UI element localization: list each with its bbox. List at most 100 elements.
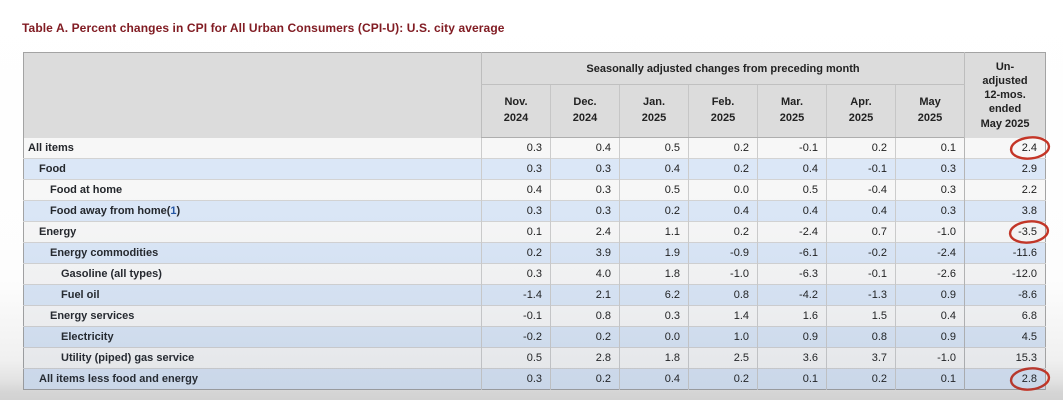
value-cell: 0.8: [688, 284, 758, 306]
unadjusted-value-cell: -3.5: [964, 220, 1049, 244]
value-cell: -0.1: [826, 158, 896, 180]
value-cell: 0.4: [688, 200, 758, 222]
unadjusted-value-cell: 4.5: [964, 326, 1046, 348]
unadjusted-value-cell: 2.9: [964, 158, 1046, 180]
value-cell: -0.9: [688, 242, 758, 264]
value-cell: -6.1: [757, 242, 827, 264]
value-cell: -0.4: [826, 179, 896, 201]
column-header-feb-2025: Feb. 2025: [688, 84, 758, 138]
cpi-table: Seasonally adjusted changes from precedi…: [23, 52, 1051, 391]
table-row: Energy services -0.1 0.8 0.3 1.4 1.6 1.5 0.4 6.8: [23, 305, 1046, 327]
value-cell: 0.4: [550, 137, 620, 159]
value-cell: 2.1: [550, 284, 620, 306]
table-body: All items 0.3 0.4 0.5 0.2 -0.1 0.2 0.1 2.4 Food 0.…: [23, 135, 1051, 391]
row-label: Utility (piped) gas service: [23, 347, 482, 369]
unadjusted-value-cell: 6.8: [964, 305, 1046, 327]
row-stub-header: [23, 52, 482, 138]
row-label: Food at home: [23, 179, 482, 201]
value-cell: -0.1: [826, 263, 896, 285]
value-cell: 0.4: [619, 158, 689, 180]
value-cell: 1.8: [619, 263, 689, 285]
red-circle-annotation: [1010, 367, 1051, 391]
table-row: Food 0.3 0.3 0.4 0.2 0.4 -0.1 0.3 2.9: [23, 158, 1046, 180]
value-cell: 4.0: [550, 263, 620, 285]
table-row: Fuel oil -1.4 2.1 6.2 0.8 -4.2 -1.3 0.9 -8.6: [23, 284, 1046, 306]
table-row: Gasoline (all types) 0.3 4.0 1.8 -1.0 -6.3 -0.…: [23, 263, 1046, 285]
value-cell: 0.0: [619, 326, 689, 348]
value-cell: 0.3: [894, 200, 965, 222]
column-header-apr-2025: Apr. 2025: [826, 84, 896, 138]
value-cell: 3.6: [757, 347, 827, 369]
table-row: Energy 0.1 2.4 1.1 0.2 -2.4 0.7 -1.0 -3.5: [23, 220, 1049, 244]
value-cell: 0.2: [481, 242, 551, 264]
value-cell: 0.5: [619, 137, 689, 159]
value-cell: -0.2: [826, 242, 896, 264]
value-cell: 0.4: [481, 179, 551, 201]
unadjusted-value-cell: 3.8: [964, 200, 1046, 222]
value-cell: -2.4: [757, 221, 827, 243]
column-header-may-2025: May 2025: [894, 84, 965, 138]
value-cell: 6.2: [619, 284, 689, 306]
value-cell: 0.9: [757, 326, 827, 348]
value-cell: -1.0: [688, 263, 758, 285]
value-cell: 0.4: [619, 368, 689, 390]
value-cell: 2.8: [550, 347, 620, 369]
column-header-dec-2024: Dec. 2024: [550, 84, 620, 138]
footnote-link[interactable]: 1: [170, 205, 177, 217]
value-cell: 0.8: [826, 326, 896, 348]
table-row: Food away from home(1) 0.3 0.3 0.2 0.4 0.4 0.4…: [23, 200, 1046, 222]
value-cell: 0.1: [894, 368, 965, 390]
value-cell: -2.6: [894, 263, 965, 285]
value-cell: 1.8: [619, 347, 689, 369]
value-cell: 3.9: [550, 242, 620, 264]
row-label: Food away from home(1): [23, 200, 482, 222]
value-cell: -6.3: [757, 263, 827, 285]
table-row: Food at home 0.4 0.3 0.5 0.0 0.5 -0.4 0.3 2.2: [23, 179, 1046, 201]
unadjusted-value-cell: 15.3: [964, 347, 1046, 369]
table-row: Energy commodities 0.2 3.9 1.9 -0.9 -6.1 -0.2-…: [23, 242, 1046, 264]
value-cell: -1.4: [481, 284, 551, 306]
row-label: All items: [28, 141, 74, 154]
table-row: All items 0.3 0.4 0.5 0.2 -0.1 0.2 0.1 2.4: [23, 135, 1051, 160]
value-cell: 0.1: [894, 137, 965, 159]
value-cell: 0.2: [619, 200, 689, 222]
table-header: Seasonally adjusted changes from precedi…: [23, 52, 1046, 138]
unadjusted-value-cell: -11.6: [964, 242, 1046, 264]
value-cell: 0.2: [688, 368, 758, 390]
value-cell: -1.0: [894, 347, 965, 369]
column-header-jan-2025: Jan. 2025: [619, 84, 689, 138]
value-cell: 0.3: [894, 179, 965, 201]
cpi-table-container: Seasonally adjusted changes from precedi…: [23, 52, 1051, 391]
value-cell: 1.6: [757, 305, 827, 327]
value-cell: 0.5: [619, 179, 689, 201]
value-cell: 0.3: [550, 158, 620, 180]
row-label: Gasoline (all types): [23, 263, 482, 285]
value-cell: 0.3: [550, 179, 620, 201]
row-label: Energy: [23, 221, 482, 243]
value-cell: 0.7: [826, 221, 896, 243]
row-label: Energy services: [23, 305, 482, 327]
value-cell: 0.2: [826, 368, 896, 390]
value-cell: -0.2: [481, 326, 551, 348]
table-row: All items less food and energy 0.3 0.2 0.4 0…: [23, 367, 1051, 391]
row-label: Food: [23, 158, 482, 180]
row-label: Fuel oil: [23, 284, 482, 306]
value-cell: 0.2: [688, 137, 758, 159]
value-cell: 0.3: [481, 368, 551, 390]
row-label: All items less food and energy: [23, 368, 482, 390]
value-cell: 1.0: [688, 326, 758, 348]
value-cell: 0.0: [688, 179, 758, 201]
value-cell: 0.3: [894, 158, 965, 180]
value-cell: 0.2: [826, 137, 896, 159]
value-cell: 0.2: [688, 221, 758, 243]
month-header-row: Nov. 2024 Dec. 2024 Jan. 2025 Feb. 2025 Mar. 2025…: [24, 84, 1046, 138]
value-cell: -4.2: [757, 284, 827, 306]
value-cell: 0.3: [481, 200, 551, 222]
row-label: Energy commodities: [23, 242, 482, 264]
value-cell: 0.3: [481, 263, 551, 285]
value-cell: 0.3: [550, 200, 620, 222]
value-cell: 0.4: [826, 200, 896, 222]
value-cell: -1.3: [826, 284, 896, 306]
table-row: Electricity -0.2 0.2 0.0 1.0 0.9 0.8 0.9 4.5: [23, 326, 1046, 348]
unadjusted-value-cell: 2.4: [964, 135, 1051, 160]
